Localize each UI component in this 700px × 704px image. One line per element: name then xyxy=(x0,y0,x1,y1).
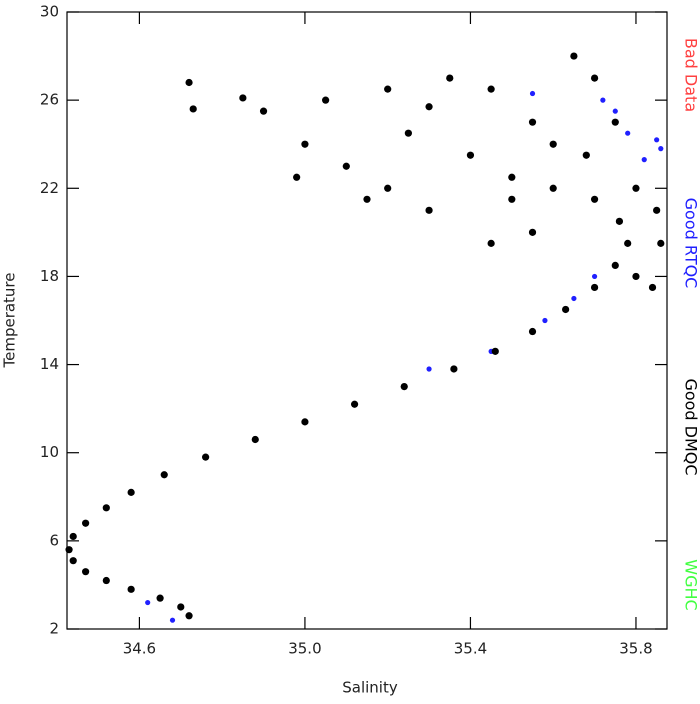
data-point xyxy=(508,196,515,203)
data-point xyxy=(170,618,175,623)
data-point xyxy=(65,546,72,553)
data-point xyxy=(624,240,631,247)
data-point xyxy=(613,109,618,114)
data-point xyxy=(571,296,576,301)
data-point xyxy=(70,533,77,540)
y-tick-label: 2 xyxy=(49,620,59,638)
data-point xyxy=(450,365,457,372)
x-tick-label: 35.8 xyxy=(619,640,652,658)
legend-entry: Good RTQC xyxy=(682,198,700,289)
data-point xyxy=(426,366,431,371)
data-point xyxy=(612,119,619,126)
data-point xyxy=(542,318,547,323)
data-point xyxy=(161,471,168,478)
data-point xyxy=(625,131,630,136)
y-tick-label: 10 xyxy=(40,443,59,461)
y-tick-label: 18 xyxy=(40,267,59,285)
legend-entry: Good DMQC xyxy=(682,378,700,475)
data-point xyxy=(185,79,192,86)
y-tick-label: 14 xyxy=(40,355,59,373)
data-point xyxy=(301,418,308,425)
data-point xyxy=(401,383,408,390)
data-point xyxy=(384,86,391,93)
data-point xyxy=(529,328,536,335)
data-point xyxy=(190,105,197,112)
legend-entry: WGHC xyxy=(682,559,700,610)
data-point xyxy=(293,174,300,181)
data-point xyxy=(492,348,499,355)
data-point xyxy=(550,141,557,148)
y-tick-label: 22 xyxy=(40,179,59,197)
data-point xyxy=(301,141,308,148)
data-point xyxy=(145,600,150,605)
data-point xyxy=(570,52,577,59)
data-point xyxy=(529,119,536,126)
data-point xyxy=(600,98,605,103)
data-point xyxy=(157,595,164,602)
data-point xyxy=(657,240,664,247)
y-tick-label: 6 xyxy=(49,531,59,549)
data-point xyxy=(239,94,246,101)
data-point xyxy=(591,284,598,291)
x-tick-label: 34.6 xyxy=(123,640,156,658)
data-point xyxy=(425,207,432,214)
data-point xyxy=(591,75,598,82)
data-point xyxy=(649,284,656,291)
data-point xyxy=(529,229,536,236)
data-point xyxy=(550,185,557,192)
data-point xyxy=(343,163,350,170)
data-point xyxy=(591,196,598,203)
data-point xyxy=(384,185,391,192)
data-point xyxy=(467,152,474,159)
data-point xyxy=(202,454,209,461)
data-point xyxy=(530,91,535,96)
data-point xyxy=(351,401,358,408)
data-point xyxy=(103,504,110,511)
data-point xyxy=(583,152,590,159)
y-tick-label: 30 xyxy=(40,3,59,21)
y-tick-label: 26 xyxy=(40,91,59,109)
data-point xyxy=(658,146,663,151)
data-point xyxy=(446,75,453,82)
data-point xyxy=(592,274,597,279)
data-point xyxy=(488,86,495,93)
legend-entry: Bad Data xyxy=(682,38,700,112)
data-point xyxy=(612,262,619,269)
data-point xyxy=(488,240,495,247)
x-tick-label: 35.4 xyxy=(454,640,487,658)
data-point xyxy=(654,137,659,142)
plot-frame xyxy=(67,12,667,629)
data-point xyxy=(128,489,135,496)
data-point xyxy=(70,557,77,564)
x-tick-label: 35.0 xyxy=(288,640,321,658)
data-point xyxy=(82,520,89,527)
y-axis-label: Temperature xyxy=(1,272,19,368)
data-point xyxy=(642,157,647,162)
x-axis-label: Salinity xyxy=(342,679,398,697)
data-point xyxy=(185,612,192,619)
data-point xyxy=(405,130,412,137)
data-point xyxy=(252,436,259,443)
data-point xyxy=(632,273,639,280)
data-point xyxy=(177,603,184,610)
data-point xyxy=(616,218,623,225)
data-point xyxy=(322,97,329,104)
data-point xyxy=(260,108,267,115)
data-point xyxy=(508,174,515,181)
data-point xyxy=(653,207,660,214)
data-point xyxy=(632,185,639,192)
data-point xyxy=(128,586,135,593)
data-point xyxy=(562,306,569,313)
data-point xyxy=(425,103,432,110)
data-point xyxy=(82,568,89,575)
data-point xyxy=(103,577,110,584)
data-point xyxy=(363,196,370,203)
